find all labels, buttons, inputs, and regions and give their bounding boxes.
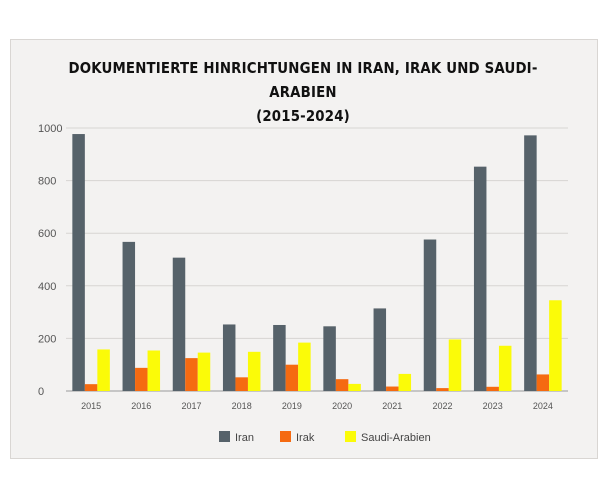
bar-saudi-arabien-2019 — [298, 342, 311, 391]
x-tick-label: 2024 — [533, 401, 553, 411]
bar-saudi-arabien-2024 — [549, 300, 562, 391]
bar-saudi-arabien-2023 — [498, 345, 512, 391]
x-tick-label: 2022 — [432, 401, 452, 411]
bar-irak-2023 — [486, 386, 499, 391]
y-tick-label: 800 — [38, 176, 56, 188]
bar-iran-2017 — [172, 257, 186, 391]
bar-saudi-arabien-2015 — [97, 349, 110, 391]
bar-iran-2021 — [373, 308, 387, 391]
chart-subtitle: (2015-2024) — [256, 107, 350, 125]
bar-iran-2018 — [222, 324, 236, 391]
bar-iran-2020 — [323, 326, 336, 391]
legend-label: Iran — [235, 432, 254, 444]
legend-swatch — [345, 431, 356, 442]
grid-lines — [66, 127, 568, 392]
x-tick-label: 2023 — [483, 401, 503, 411]
y-tick-label: 200 — [38, 333, 56, 345]
bar-irak-2022 — [436, 388, 449, 391]
x-tick-label: 2015 — [81, 401, 101, 411]
bar-saudi-arabien-2022 — [448, 339, 462, 391]
chart-title-main: DOKUMENTIERTE HINRICHTUNGEN IN IRAN, IRA… — [68, 59, 538, 101]
x-axis-ticks: 2015 2016 2017 2018 2019 2020 2021 2022 2023 2024 — [81, 401, 553, 411]
bar-saudi-arabien-2018 — [247, 351, 261, 391]
bar-saudi-arabien-2020 — [348, 383, 361, 391]
bar-irak-2018 — [235, 377, 248, 391]
bar-iran-2016 — [122, 241, 136, 391]
x-tick-label: 2017 — [181, 401, 201, 411]
legend-swatch — [219, 431, 230, 442]
bar-iran-2022 — [423, 239, 437, 391]
y-tick-label: 600 — [38, 228, 56, 240]
bar-iran-2015 — [72, 134, 85, 391]
x-tick-label: 2020 — [332, 401, 352, 411]
legend-swatch — [280, 431, 291, 442]
bar-irak-2016 — [135, 367, 148, 391]
bar-saudi-arabien-2016 — [147, 350, 161, 391]
legend: Iran Irak Saudi-Arabien — [219, 431, 431, 444]
bar-irak-2019 — [285, 364, 299, 391]
x-tick-label: 2016 — [131, 401, 151, 411]
legend-label: Irak — [296, 432, 315, 444]
x-tick-label: 2019 — [282, 401, 302, 411]
bar-iran-2023 — [473, 166, 487, 391]
bars — [72, 134, 562, 391]
bar-iran-2024 — [524, 135, 537, 391]
bar-irak-2017 — [185, 358, 198, 391]
bar-irak-2021 — [386, 386, 399, 391]
x-tick-label: 2018 — [232, 401, 252, 411]
y-tick-label: 400 — [38, 281, 56, 293]
bar-iran-2019 — [273, 324, 286, 391]
y-tick-label: 1000 — [38, 123, 62, 135]
x-tick-label: 2021 — [382, 401, 402, 411]
y-axis-ticks: 0 200 400 600 800 1000 — [38, 123, 62, 398]
bar-saudi-arabien-2017 — [197, 352, 211, 391]
bar-irak-2020 — [335, 379, 349, 391]
bar-irak-2015 — [84, 384, 98, 391]
y-tick-label: 0 — [38, 386, 44, 398]
bar-irak-2024 — [536, 374, 550, 391]
legend-label: Saudi-Arabien — [361, 432, 431, 444]
chart-title: DOKUMENTIERTE HINRICHTUNGEN IN IRAN, IRA… — [51, 56, 555, 128]
bar-saudi-arabien-2021 — [398, 373, 412, 391]
